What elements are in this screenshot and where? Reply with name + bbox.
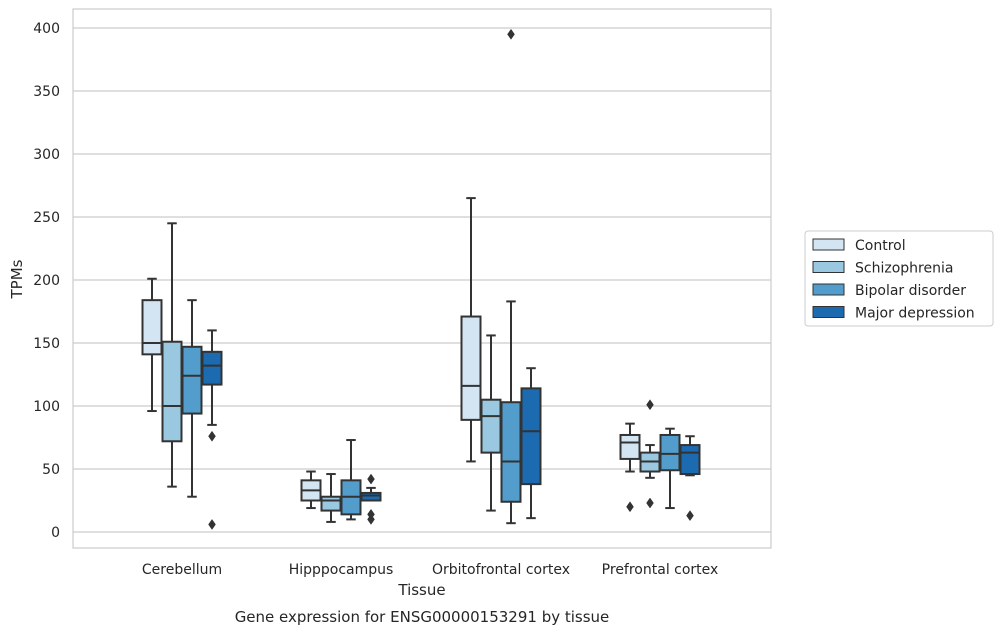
- box-group: [659, 427, 681, 510]
- box: [520, 387, 542, 486]
- legend-swatch: [812, 306, 845, 318]
- outlier-marker: [507, 28, 515, 40]
- outlier-marker: [367, 513, 375, 525]
- box-group: [320, 473, 342, 523]
- legend-label: Bipolar disorder: [855, 283, 966, 299]
- outlier-marker: [208, 519, 216, 530]
- box: [679, 444, 701, 476]
- box-group: [161, 222, 183, 488]
- box: [141, 299, 163, 356]
- box: [460, 315, 482, 421]
- box-group: [300, 470, 322, 510]
- box: [181, 345, 203, 415]
- outlier-marker: [626, 501, 634, 513]
- plot-area-frame: [72, 8, 772, 549]
- box-group: [520, 367, 542, 520]
- box-group: [340, 439, 362, 521]
- outlier-marker: [686, 510, 694, 522]
- legend-swatch: [812, 261, 845, 273]
- box-group: [639, 399, 661, 509]
- y-tick-label: 50: [42, 462, 60, 478]
- box: [320, 495, 342, 512]
- box-group: [460, 197, 482, 463]
- y-tick-label: 0: [51, 525, 60, 541]
- box-group: [360, 473, 382, 525]
- y-tick-label: 150: [33, 336, 60, 352]
- legend-label: Control: [855, 238, 906, 254]
- box-group: [619, 422, 641, 513]
- boxplot-marks: [141, 28, 701, 530]
- legend-frame: [804, 230, 994, 327]
- x-tick-label: Cerebellum: [142, 562, 222, 578]
- y-tick-label: 200: [33, 273, 60, 289]
- y-tick-label: 400: [33, 21, 60, 37]
- box-group: [141, 277, 163, 413]
- x-axis-title: Tissue: [397, 581, 445, 599]
- outlier-marker: [367, 473, 375, 485]
- x-tick-label: Hipppocampus: [289, 562, 394, 578]
- legend-label: Major depression: [855, 306, 975, 322]
- box: [201, 350, 223, 386]
- figure-caption: Gene expression for ENSG00000153291 by t…: [235, 608, 610, 626]
- legend-swatch: [812, 238, 845, 251]
- box: [659, 433, 681, 472]
- box: [161, 340, 183, 443]
- outlier-marker: [646, 497, 654, 509]
- y-axis-ticks: 0 50 100 150 200 250 300 350 400: [33, 21, 60, 541]
- box: [480, 398, 502, 454]
- y-tick-label: 350: [33, 84, 60, 100]
- legend: Control Schizophrenia Bipolar disorder Majo…: [804, 230, 994, 327]
- legend-swatch: [812, 283, 845, 296]
- outlier-marker: [646, 399, 654, 411]
- outlier-marker: [208, 430, 216, 442]
- box-group: [181, 299, 203, 498]
- x-axis-ticks: Cerebellum Hipppocampus Orbitofrontal cort…: [142, 562, 718, 578]
- y-tick-label: 100: [33, 399, 60, 415]
- box-group: [201, 329, 223, 530]
- x-tick-label: Prefrontal cortex: [602, 562, 719, 578]
- box: [619, 433, 641, 460]
- y-axis-title: TPMs: [8, 259, 26, 299]
- y-tick-label: 300: [33, 147, 60, 163]
- box-group: [500, 28, 522, 525]
- legend-label: Schizophrenia: [855, 261, 953, 277]
- box-group: [679, 435, 701, 522]
- box: [500, 401, 522, 503]
- box-group: [480, 334, 502, 512]
- x-tick-label: Orbitofrontal cortex: [432, 562, 570, 578]
- box: [360, 491, 382, 502]
- y-tick-label: 250: [33, 210, 60, 226]
